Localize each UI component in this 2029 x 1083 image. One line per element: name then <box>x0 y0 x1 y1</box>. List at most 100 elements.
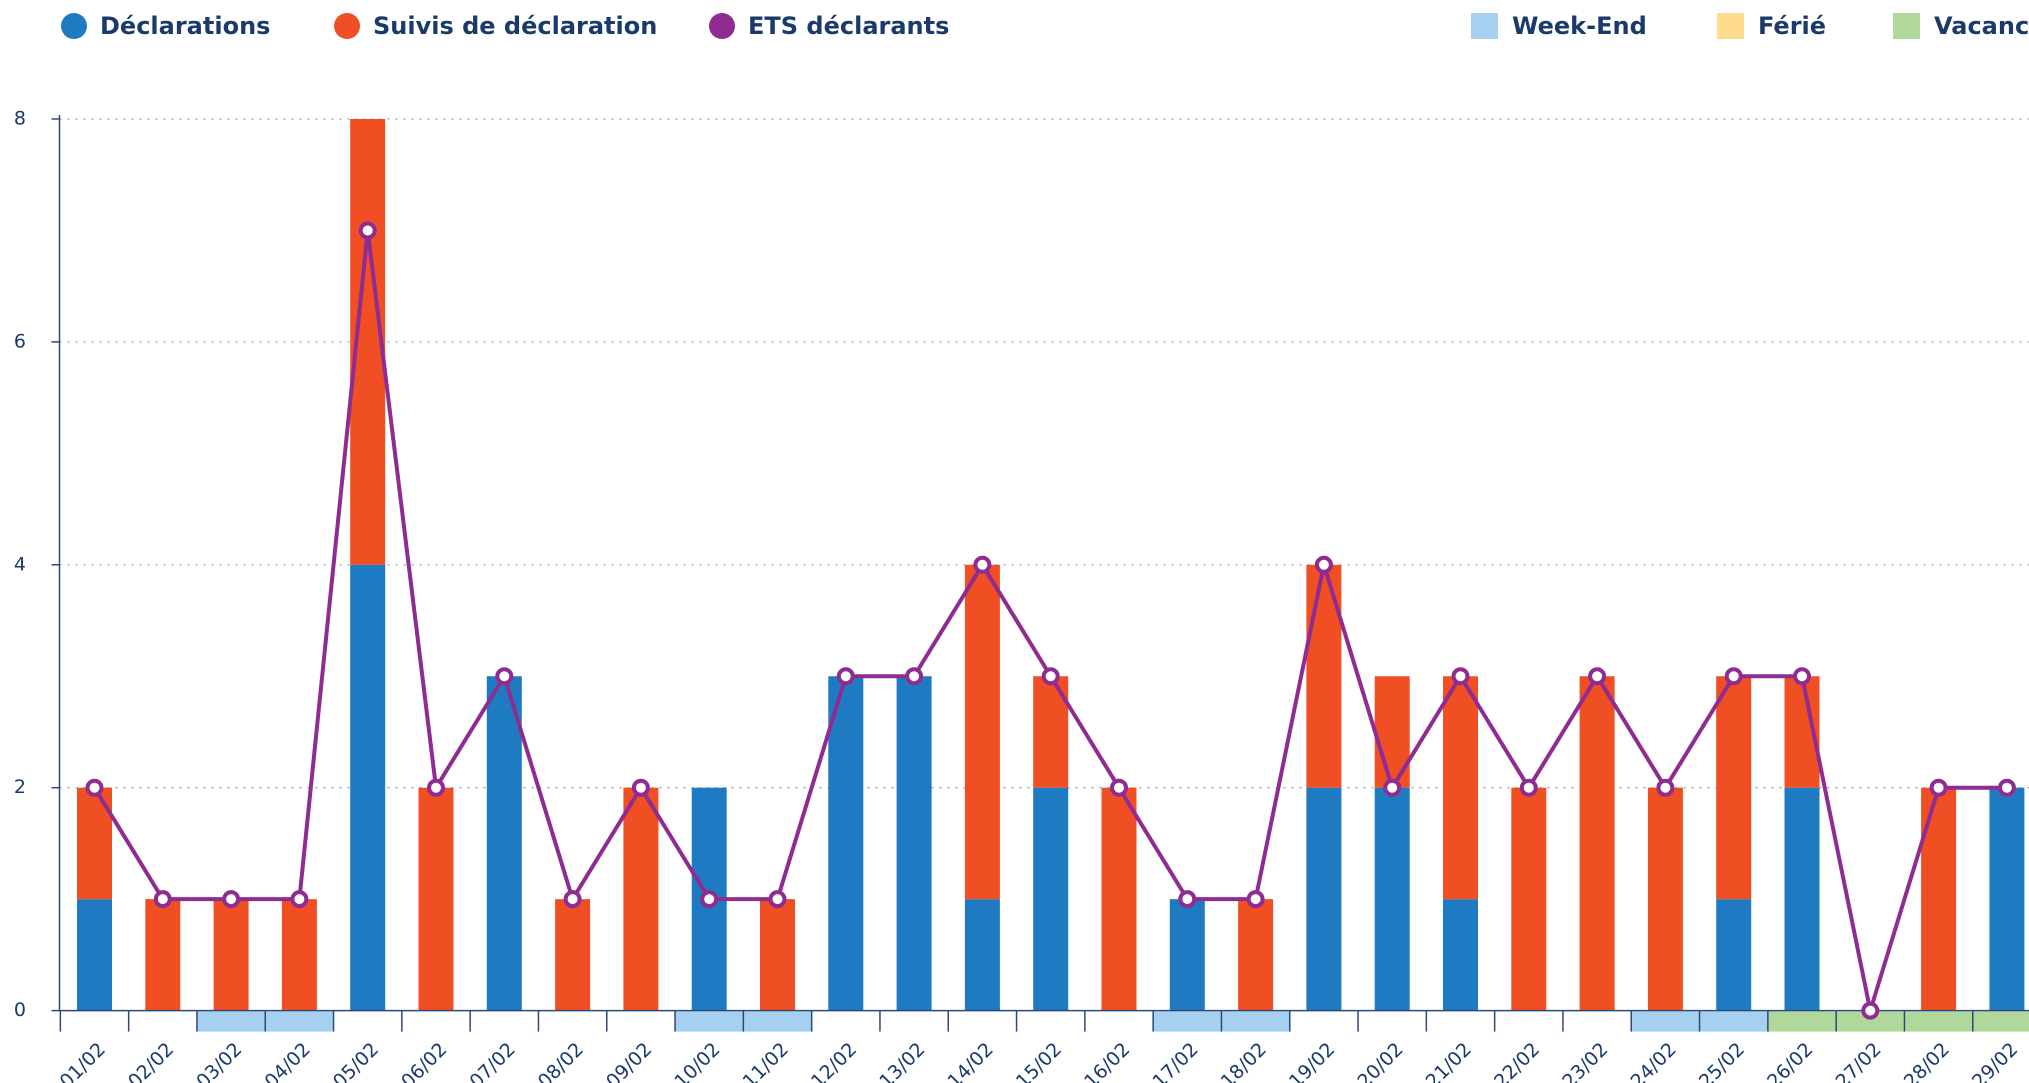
x-tick-label: 07/02 <box>465 1038 519 1083</box>
line-point <box>1656 778 1675 797</box>
legend-marker <box>61 13 87 39</box>
line-point <box>1997 778 2016 797</box>
line-point <box>1246 890 1265 909</box>
line-point <box>1929 778 1948 797</box>
bar <box>145 899 181 1011</box>
bar <box>1716 676 1752 900</box>
legend-label: Vacances <box>1934 12 2029 40</box>
legend-marker <box>334 13 360 39</box>
x-tick-label: 18/02 <box>1217 1038 1271 1083</box>
x-tick-label: 04/02 <box>261 1038 315 1083</box>
bar <box>760 899 795 1011</box>
bar <box>1579 676 1615 1011</box>
y-tick-label: 4 <box>14 553 26 575</box>
legend-swatch <box>1471 13 1498 39</box>
x-tick-label: 12/02 <box>807 1038 861 1083</box>
line-point <box>1861 1001 1880 1020</box>
legend-label: ETS déclarants <box>748 12 949 40</box>
bar <box>964 564 1000 900</box>
line-point <box>222 890 241 909</box>
bar <box>213 899 249 1011</box>
calendar-strip <box>1904 1011 1973 1032</box>
calendar-strip <box>196 1011 266 1032</box>
line-point <box>1519 778 1538 797</box>
x-tick-label: 27/02 <box>1831 1038 1885 1083</box>
bar <box>1511 787 1547 1011</box>
line-point <box>1793 667 1811 686</box>
calendar-strip <box>1221 1011 1290 1032</box>
x-tick-label: 03/02 <box>192 1038 246 1083</box>
calendar-strip <box>265 1011 334 1032</box>
x-tick-label: 28/02 <box>1900 1038 1954 1083</box>
calendar-strip <box>1767 1011 1837 1032</box>
y-tick-label: 2 <box>14 776 26 798</box>
line-point <box>1588 667 1607 686</box>
legend-label: Suivis de déclaration <box>373 12 657 40</box>
calendar-strip <box>1699 1011 1768 1032</box>
x-tick-label: 24/02 <box>1627 1038 1681 1083</box>
x-tick-label: 20/02 <box>1353 1038 1407 1083</box>
y-tick-label: 6 <box>14 330 26 352</box>
bar <box>828 676 864 1011</box>
line-point <box>700 890 719 909</box>
line-point <box>1383 778 1402 797</box>
bar <box>1443 676 1478 900</box>
legend-marker <box>709 13 735 39</box>
x-tick-label: 10/02 <box>670 1038 724 1083</box>
line-point <box>836 667 855 686</box>
bar <box>1784 787 1820 1011</box>
line-point <box>1314 555 1333 574</box>
bar <box>1443 899 1478 1011</box>
bar <box>1238 899 1274 1011</box>
bar <box>1647 787 1683 1011</box>
bar <box>896 676 932 1011</box>
line-point <box>358 221 377 240</box>
calendar-strip <box>1631 1011 1700 1032</box>
legend-label: Férié <box>1758 12 1826 40</box>
bar <box>350 564 386 1011</box>
bar <box>1101 787 1137 1011</box>
line-point <box>1451 667 1470 686</box>
calendar-strip <box>743 1011 812 1032</box>
line-point <box>153 890 172 909</box>
line-point <box>290 890 309 909</box>
bar <box>77 899 112 1011</box>
bar <box>281 899 317 1011</box>
line-point <box>495 667 514 686</box>
x-tick-label: 05/02 <box>329 1038 383 1083</box>
calendar-strip <box>1972 1011 2029 1032</box>
bar <box>1716 899 1752 1011</box>
line-point <box>1178 890 1197 909</box>
bar <box>486 676 522 1011</box>
x-tick-label: 01/02 <box>56 1038 110 1083</box>
x-tick-label: 14/02 <box>944 1038 998 1083</box>
bar <box>1989 787 2025 1011</box>
x-tick-label: 23/02 <box>1558 1038 1612 1083</box>
x-tick-label: 17/02 <box>1148 1038 1202 1083</box>
y-tick-label: 0 <box>14 999 26 1021</box>
bar <box>623 787 659 1011</box>
line-point <box>973 555 992 574</box>
bar <box>1306 787 1342 1011</box>
y-tick-label: 8 <box>14 108 26 130</box>
line-point <box>768 890 787 909</box>
bar <box>964 899 1000 1011</box>
line-point <box>427 778 445 797</box>
legend-swatch <box>1893 13 1920 39</box>
line-point <box>1724 667 1743 686</box>
x-tick-label: 13/02 <box>875 1038 929 1083</box>
x-tick-label: 11/02 <box>739 1038 793 1083</box>
bar <box>1169 899 1205 1011</box>
line-point <box>85 778 104 797</box>
x-tick-label: 15/02 <box>1012 1038 1066 1083</box>
x-tick-label: 21/02 <box>1422 1038 1476 1083</box>
x-tick-label: 22/02 <box>1490 1038 1544 1083</box>
line-point <box>905 667 924 686</box>
bar <box>555 899 591 1011</box>
line-point <box>631 778 650 797</box>
line-point <box>563 890 582 909</box>
calendar-strip <box>1153 1011 1222 1032</box>
x-tick-label: 25/02 <box>1695 1038 1749 1083</box>
x-tick-label: 29/02 <box>1968 1038 2022 1083</box>
